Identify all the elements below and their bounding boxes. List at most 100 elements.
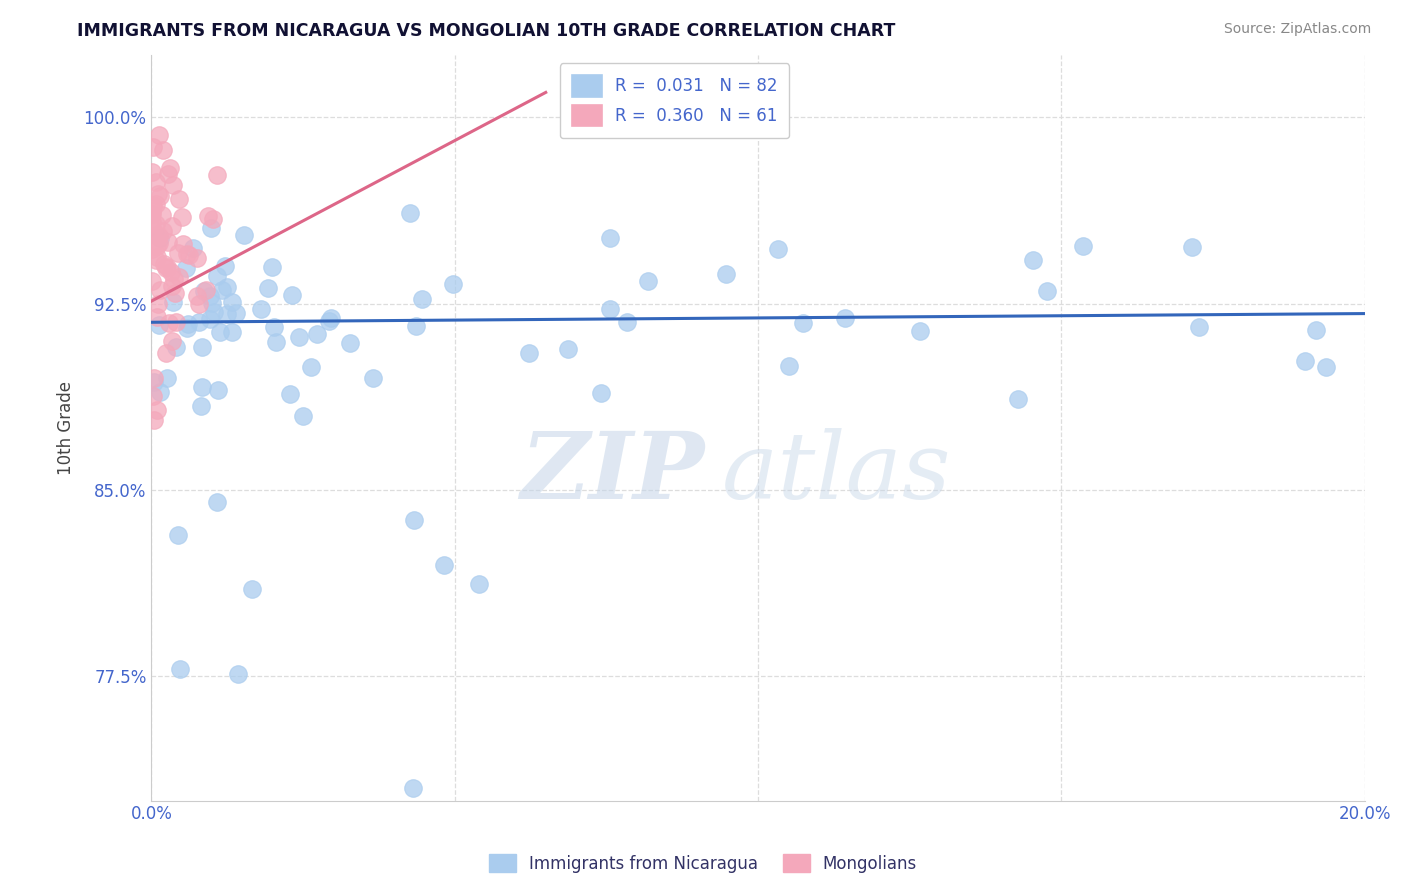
Point (187, 296, 209, 310)
Point (557, 342, 579, 356)
Point (141, 165, 163, 179)
Point (148, 229, 170, 244)
Point (1294, 353, 1316, 368)
Point (155, 260, 177, 275)
Point (186, 251, 208, 265)
Point (145, 238, 167, 252)
Point (156, 260, 179, 274)
Point (174, 261, 197, 276)
Text: atlas: atlas (723, 427, 952, 517)
Point (278, 387, 301, 401)
Point (411, 292, 433, 306)
Point (155, 346, 177, 360)
Point (305, 327, 328, 342)
Y-axis label: 10th Grade: 10th Grade (58, 381, 75, 475)
Point (148, 318, 170, 333)
Point (141, 215, 163, 229)
Point (1007, 392, 1029, 406)
Point (215, 279, 238, 293)
Point (162, 294, 184, 309)
Point (141, 206, 163, 220)
Point (197, 209, 219, 223)
Point (250, 301, 273, 316)
Point (149, 189, 172, 203)
Point (145, 310, 167, 324)
Point (792, 316, 814, 330)
Point (159, 161, 181, 175)
Point (778, 359, 800, 374)
Point (193, 284, 215, 298)
Point (217, 307, 239, 321)
Point (291, 409, 314, 423)
Point (1305, 323, 1327, 337)
Point (157, 235, 180, 249)
Point (167, 192, 190, 206)
Point (599, 301, 621, 316)
Point (167, 269, 190, 284)
Point (176, 246, 198, 260)
Point (145, 252, 167, 267)
Point (156, 371, 179, 385)
Point (145, 217, 167, 231)
Point (177, 318, 200, 332)
Point (226, 666, 249, 681)
Point (1022, 253, 1045, 268)
Point (152, 224, 174, 238)
Point (170, 210, 193, 224)
Point (142, 388, 165, 402)
Point (157, 168, 180, 182)
Point (160, 279, 183, 293)
Point (221, 325, 243, 339)
Point (172, 236, 194, 251)
Point (142, 140, 165, 154)
Legend: R =  0.031   N = 82, R =  0.360   N = 61: R = 0.031 N = 82, R = 0.360 N = 61 (560, 63, 789, 138)
Text: Source: ZipAtlas.com: Source: ZipAtlas.com (1223, 22, 1371, 37)
Point (834, 310, 856, 325)
Point (186, 288, 208, 302)
Point (1036, 284, 1059, 298)
Point (201, 212, 224, 227)
Point (143, 413, 166, 427)
Point (160, 219, 183, 233)
Point (363, 370, 385, 384)
Point (190, 399, 212, 413)
Point (181, 241, 204, 255)
Point (142, 199, 165, 213)
Point (205, 268, 228, 283)
Point (201, 296, 224, 310)
Point (240, 582, 263, 597)
Point (257, 281, 280, 295)
Point (176, 321, 198, 335)
Point (402, 513, 425, 527)
Point (148, 128, 170, 142)
Point (153, 257, 176, 271)
Point (143, 375, 166, 389)
Point (319, 311, 342, 326)
Point (145, 175, 167, 189)
Point (145, 403, 167, 417)
Point (262, 260, 284, 274)
Point (198, 312, 221, 326)
Point (211, 283, 233, 297)
Point (288, 330, 311, 344)
Point (768, 242, 790, 256)
Point (589, 386, 612, 401)
Point (908, 324, 931, 338)
Text: ZIP: ZIP (520, 427, 704, 517)
Point (714, 267, 737, 281)
Point (143, 371, 166, 385)
Point (299, 360, 322, 375)
Point (264, 334, 287, 349)
Point (198, 289, 221, 303)
Point (149, 231, 172, 245)
Point (202, 305, 225, 319)
Point (141, 242, 163, 256)
Point (146, 250, 169, 264)
Point (616, 315, 638, 329)
Point (162, 334, 184, 348)
Point (339, 336, 361, 351)
Point (163, 272, 186, 286)
Point (1188, 320, 1211, 334)
Point (1315, 359, 1337, 374)
Point (169, 662, 191, 676)
